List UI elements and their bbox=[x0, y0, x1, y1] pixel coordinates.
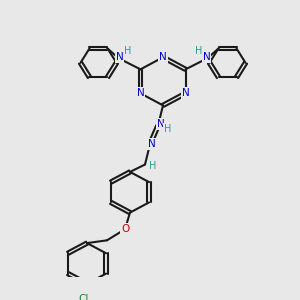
Text: H: H bbox=[195, 46, 202, 56]
Text: N: N bbox=[182, 88, 189, 98]
Text: H: H bbox=[124, 46, 131, 56]
Text: N: N bbox=[148, 139, 156, 149]
Text: N: N bbox=[157, 119, 165, 129]
Text: N: N bbox=[159, 52, 167, 62]
Text: O: O bbox=[121, 224, 129, 234]
Text: H: H bbox=[164, 124, 172, 134]
Text: H: H bbox=[149, 161, 157, 171]
Text: Cl: Cl bbox=[79, 293, 89, 300]
Text: N: N bbox=[202, 52, 210, 62]
Text: N: N bbox=[116, 52, 123, 62]
Text: N: N bbox=[136, 88, 144, 98]
